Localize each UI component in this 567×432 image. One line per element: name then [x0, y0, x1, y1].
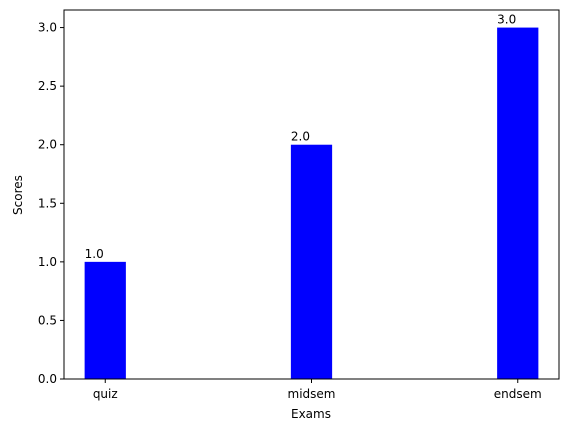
y-tick-label: 3.0 [38, 21, 57, 35]
x-axis-label: Exams [291, 407, 331, 421]
y-tick-label: 1.0 [38, 255, 57, 269]
y-tick-label: 2.5 [38, 79, 57, 93]
y-tick-label: 1.5 [38, 196, 57, 210]
bars-group [84, 27, 539, 379]
y-tick-label: 2.0 [38, 138, 57, 152]
x-tick-label: quiz [93, 387, 118, 401]
y-axis-label: Scores [11, 175, 25, 215]
data-label-midsem: 2.0 [291, 130, 310, 144]
data-label-quiz: 1.0 [85, 247, 104, 261]
bar-midsem [290, 144, 333, 379]
x-tick-label: endsem [494, 387, 542, 401]
y-axis-ticks: 0.0 0.5 1.0 1.5 2.0 2.5 3.0 [38, 21, 64, 386]
data-label-endsem: 3.0 [497, 13, 516, 27]
data-labels-group: 1.0 2.0 3.0 [85, 13, 517, 261]
bar-endsem [497, 27, 539, 379]
x-tick-label: midsem [288, 387, 336, 401]
bar-quiz [84, 261, 126, 379]
y-tick-label: 0.5 [38, 313, 57, 327]
x-axis-ticks: quiz midsem endsem [93, 379, 542, 401]
y-tick-label: 0.0 [38, 372, 57, 386]
